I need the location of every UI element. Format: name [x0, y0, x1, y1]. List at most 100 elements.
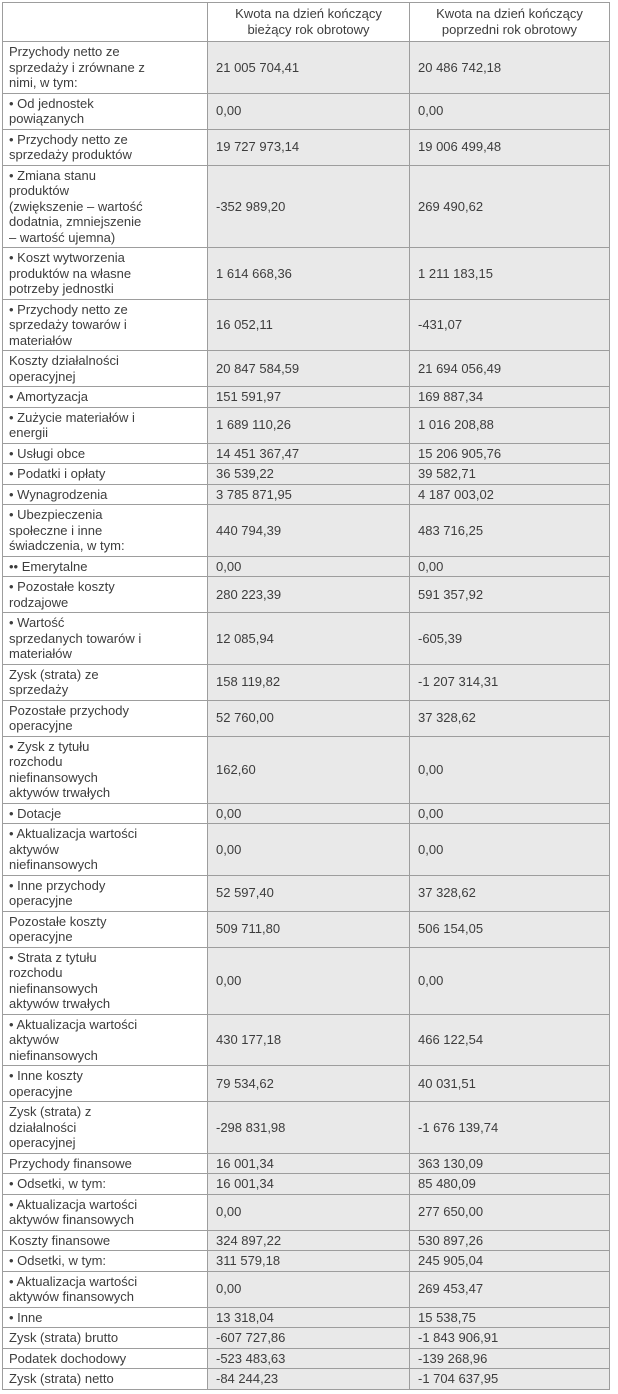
table-row: • Wynagrodzenia 3 785 871,95 4 187 003,0…	[2, 483, 610, 505]
row-label-cell: • Przychody netto ze sprzedaży towarów i…	[2, 298, 208, 351]
table-row: • Odsetki, w tym: 16 001,34 85 480,09	[2, 1173, 610, 1195]
current-year-value-cell: 162,60	[207, 735, 410, 804]
table-row: Zysk (strata) z działalności operacyjnej…	[2, 1101, 610, 1154]
current-year-value-cell: 0,00	[207, 1270, 410, 1308]
table-row: • Inne 13 318,04 15 538,75	[2, 1306, 610, 1328]
table-row: • Wartość sprzedanych towarów i materiał…	[2, 612, 610, 665]
row-label-cell: • Pozostałe koszty rodzajowe	[2, 576, 208, 613]
row-label-cell: • Od jednostek powiązanych	[2, 92, 208, 130]
row-label-cell: Koszty działalności operacyjnej	[2, 350, 208, 387]
row-label-cell: • Inne	[2, 1306, 208, 1328]
previous-year-value-cell: -431,07	[409, 298, 610, 351]
row-label-cell: • Przychody netto ze sprzedaży produktów	[2, 128, 208, 166]
table-row: • Podatki i opłaty 36 539,22 39 582,71	[2, 463, 610, 485]
current-year-value-cell: 0,00	[207, 946, 410, 1015]
table-row: • Dotacje 0,00 0,00	[2, 802, 610, 824]
current-year-value-cell: 79 534,62	[207, 1065, 410, 1102]
table-row: Zysk (strata) netto -84 244,23 -1 704 63…	[2, 1368, 610, 1390]
row-label-cell: Pozostałe przychody operacyjne	[2, 699, 208, 737]
previous-year-value-cell: 245 905,04	[409, 1250, 610, 1272]
previous-year-value-cell: 0,00	[409, 802, 610, 824]
current-year-value-cell: 14 451 367,47	[207, 442, 410, 464]
row-label-cell: • Inne koszty operacyjne	[2, 1065, 208, 1102]
previous-year-value-cell: 85 480,09	[409, 1173, 610, 1195]
row-label-cell: • Podatki i opłaty	[2, 463, 208, 485]
table-row: Przychody finansowe 16 001,34 363 130,09	[2, 1152, 610, 1174]
header-cell-empty	[2, 2, 208, 42]
table-body: Przychody netto ze sprzedaży i zrównane …	[2, 41, 610, 1390]
current-year-value-cell: 3 785 871,95	[207, 483, 410, 505]
previous-year-value-cell: 19 006 499,48	[409, 128, 610, 166]
row-label-cell: Pozostałe koszty operacyjne	[2, 910, 208, 948]
row-label-cell: Zysk (strata) netto	[2, 1368, 208, 1390]
table-row: Podatek dochodowy -523 483,63 -139 268,9…	[2, 1347, 610, 1369]
current-year-value-cell: 1 614 668,36	[207, 247, 410, 300]
previous-year-value-cell: 4 187 003,02	[409, 483, 610, 505]
table-row: Koszty działalności operacyjnej 20 847 5…	[2, 350, 610, 387]
table-row: Przychody netto ze sprzedaży i zrównane …	[2, 41, 610, 94]
table-row: Koszty finansowe 324 897,22 530 897,26	[2, 1229, 610, 1251]
financial-table: Kwota na dzień kończący bieżący rok obro…	[2, 2, 610, 1390]
row-label-cell: • Odsetki, w tym:	[2, 1173, 208, 1195]
current-year-value-cell: -84 244,23	[207, 1368, 410, 1390]
current-year-value-cell: 440 794,39	[207, 504, 410, 557]
previous-year-value-cell: -605,39	[409, 612, 610, 665]
current-year-value-cell: 19 727 973,14	[207, 128, 410, 166]
table-row: • Przychody netto ze sprzedaży towarów i…	[2, 298, 610, 351]
row-label-cell: • Usługi obce	[2, 442, 208, 464]
current-year-value-cell: 1 689 110,26	[207, 406, 410, 444]
previous-year-value-cell: -139 268,96	[409, 1347, 610, 1369]
row-label-cell: • Ubezpieczenia społeczne i inne świadcz…	[2, 504, 208, 557]
previous-year-value-cell: 21 694 056,49	[409, 350, 610, 387]
header-cell-current-year: Kwota na dzień kończący bieżący rok obro…	[207, 2, 410, 42]
previous-year-value-cell: 40 031,51	[409, 1065, 610, 1102]
current-year-value-cell: 16 001,34	[207, 1152, 410, 1174]
table-row: • Aktualizacja wartości aktywów niefinan…	[2, 1013, 610, 1066]
previous-year-value-cell: 363 130,09	[409, 1152, 610, 1174]
previous-year-value-cell: 15 538,75	[409, 1306, 610, 1328]
row-label-cell: Podatek dochodowy	[2, 1347, 208, 1369]
table-row: • Aktualizacja wartości aktywów finansow…	[2, 1270, 610, 1308]
previous-year-value-cell: 269 453,47	[409, 1270, 610, 1308]
row-label-cell: • Dotacje	[2, 802, 208, 824]
previous-year-value-cell: 269 490,62	[409, 164, 610, 248]
table-header-row: Kwota na dzień kończący bieżący rok obro…	[2, 2, 610, 42]
row-label-cell: • Zmiana stanu produktów (zwiększenie – …	[2, 164, 208, 248]
current-year-value-cell: 324 897,22	[207, 1229, 410, 1251]
previous-year-value-cell: 0,00	[409, 823, 610, 876]
current-year-value-cell: 13 318,04	[207, 1306, 410, 1328]
previous-year-value-cell: 37 328,62	[409, 699, 610, 737]
previous-year-value-cell: 15 206 905,76	[409, 442, 610, 464]
current-year-value-cell: -298 831,98	[207, 1101, 410, 1154]
current-year-value-cell: 0,00	[207, 555, 410, 577]
row-label-cell: Zysk (strata) z działalności operacyjnej	[2, 1101, 208, 1154]
row-label-cell: • Aktualizacja wartości aktywów niefinan…	[2, 1013, 208, 1066]
current-year-value-cell: 0,00	[207, 823, 410, 876]
row-label-cell: • Wartość sprzedanych towarów i materiał…	[2, 612, 208, 665]
table-row: • Od jednostek powiązanych 0,00 0,00	[2, 92, 610, 130]
row-label-cell: • Inne przychody operacyjne	[2, 874, 208, 912]
table-row: • Amortyzacja 151 591,97 169 887,34	[2, 386, 610, 408]
previous-year-value-cell: 0,00	[409, 946, 610, 1015]
previous-year-value-cell: -1 704 637,95	[409, 1368, 610, 1390]
table-row: • Aktualizacja wartości aktywów niefinan…	[2, 823, 610, 876]
table-row: • Zużycie materiałów i energii 1 689 110…	[2, 406, 610, 444]
current-year-value-cell: 21 005 704,41	[207, 41, 410, 94]
previous-year-value-cell: -1 676 139,74	[409, 1101, 610, 1154]
table-row: • Odsetki, w tym: 311 579,18 245 905,04	[2, 1250, 610, 1272]
table-row: • Aktualizacja wartości aktywów finansow…	[2, 1193, 610, 1231]
row-label-cell: Przychody finansowe	[2, 1152, 208, 1174]
previous-year-value-cell: 1 016 208,88	[409, 406, 610, 444]
row-label-cell: • Odsetki, w tym:	[2, 1250, 208, 1272]
row-label-cell: •• Emerytalne	[2, 555, 208, 577]
row-label-cell: • Zysk z tytułu rozchodu niefinansowych …	[2, 735, 208, 804]
table-row: • Inne przychody operacyjne 52 597,40 37…	[2, 874, 610, 912]
previous-year-value-cell: -1 207 314,31	[409, 663, 610, 701]
current-year-value-cell: 311 579,18	[207, 1250, 410, 1272]
previous-year-value-cell: 591 357,92	[409, 576, 610, 613]
current-year-value-cell: 52 760,00	[207, 699, 410, 737]
current-year-value-cell: 158 119,82	[207, 663, 410, 701]
previous-year-value-cell: 0,00	[409, 92, 610, 130]
table-row: • Zmiana stanu produktów (zwiększenie – …	[2, 164, 610, 248]
